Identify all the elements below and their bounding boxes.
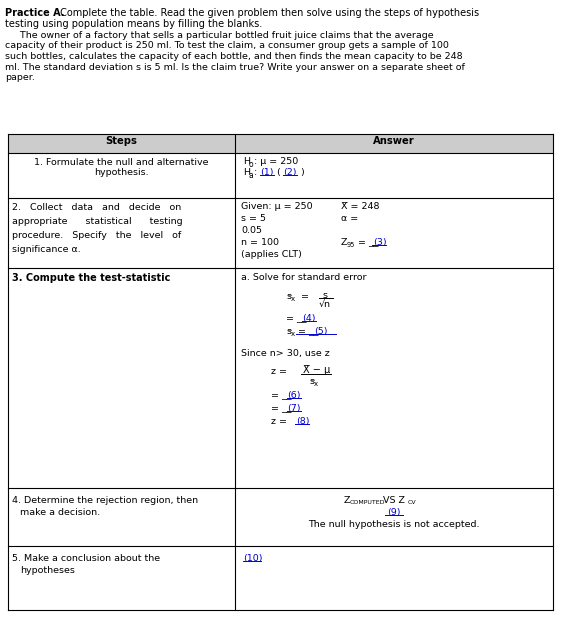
Text: = __: = __ xyxy=(286,314,306,323)
Text: n = 100: n = 100 xyxy=(241,238,279,247)
Text: such bottles, calculates the capacity of each bottle, and then finds the mean ca: such bottles, calculates the capacity of… xyxy=(5,52,463,61)
Text: (: ( xyxy=(276,168,280,177)
Text: a. Solve for standard error: a. Solve for standard error xyxy=(241,273,366,282)
Text: H: H xyxy=(243,157,250,166)
Text: a: a xyxy=(249,171,254,180)
Text: Since n> 30, use z: Since n> 30, use z xyxy=(241,349,330,358)
Text: o: o xyxy=(249,160,254,169)
Text: (7): (7) xyxy=(287,404,301,413)
Text: The null hypothesis is not accepted.: The null hypothesis is not accepted. xyxy=(308,520,480,529)
Text: capacity of their product is 250 ml. To test the claim, a consumer group gets a : capacity of their product is 250 ml. To … xyxy=(5,42,449,50)
Text: =: = xyxy=(298,292,309,301)
Text: (10): (10) xyxy=(243,554,263,563)
Text: (5): (5) xyxy=(314,327,328,336)
Text: = __: = __ xyxy=(355,238,379,247)
Text: 5. Make a conclusion about the: 5. Make a conclusion about the xyxy=(12,554,160,563)
Text: 1. Formulate the null and alternative: 1. Formulate the null and alternative xyxy=(34,158,209,167)
Bar xyxy=(8,134,235,153)
Text: ̅x: ̅x xyxy=(315,381,319,387)
Text: H: H xyxy=(243,168,250,177)
Text: 0.05: 0.05 xyxy=(241,226,262,235)
Text: s = 5: s = 5 xyxy=(241,214,266,223)
Text: Z: Z xyxy=(344,496,351,505)
Text: Steps: Steps xyxy=(105,136,137,146)
Text: α =: α = xyxy=(341,214,358,223)
Text: ml. The standard deviation s is 5 ml. Is the claim true? Write your answer on a : ml. The standard deviation s is 5 ml. Is… xyxy=(5,63,465,71)
Text: procedure.   Specify   the   level   of: procedure. Specify the level of xyxy=(12,231,181,240)
Text: s: s xyxy=(309,377,314,386)
Bar xyxy=(235,134,553,153)
Text: X̅ − μ: X̅ − μ xyxy=(303,365,330,375)
Text: ̅x: ̅x xyxy=(292,296,296,302)
Text: hypotheses: hypotheses xyxy=(20,566,75,575)
Text: s: s xyxy=(286,327,291,336)
Text: (9): (9) xyxy=(387,508,401,517)
Text: CV: CV xyxy=(408,500,417,505)
Text: s: s xyxy=(322,291,327,300)
Text: = __: = __ xyxy=(271,404,292,413)
Text: testing using population means by filling the blanks.: testing using population means by fillin… xyxy=(5,19,262,29)
Text: significance α.: significance α. xyxy=(12,245,81,254)
Text: = __: = __ xyxy=(271,391,292,400)
Text: hypothesis.: hypothesis. xyxy=(94,168,149,177)
Text: (4): (4) xyxy=(302,314,315,323)
Text: make a decision.: make a decision. xyxy=(20,508,100,517)
Text: z =: z = xyxy=(271,417,305,426)
Text: Practice A.: Practice A. xyxy=(5,8,65,18)
Text: (3): (3) xyxy=(373,238,387,247)
Text: = __: = __ xyxy=(298,327,319,336)
Text: 3. Compute the test-statistic: 3. Compute the test-statistic xyxy=(12,273,171,283)
Text: s: s xyxy=(286,292,291,301)
Text: The owner of a factory that sells a particular bottled fruit juice claims that t: The owner of a factory that sells a part… xyxy=(5,31,434,40)
Text: Complete the table. Read the given problem then solve using the steps of hypothe: Complete the table. Read the given probl… xyxy=(57,8,479,18)
Text: 2.   Collect   data   and   decide   on: 2. Collect data and decide on xyxy=(12,203,181,212)
Text: X̅ = 248: X̅ = 248 xyxy=(341,202,379,211)
Text: COMPUTED: COMPUTED xyxy=(350,500,385,505)
Text: Z: Z xyxy=(341,238,347,247)
Text: ): ) xyxy=(300,168,304,177)
Text: (8): (8) xyxy=(296,417,310,426)
Text: Answer: Answer xyxy=(373,136,415,146)
Text: z =: z = xyxy=(271,367,290,376)
Text: appropriate      statistical      testing: appropriate statistical testing xyxy=(12,217,183,226)
Text: paper.: paper. xyxy=(5,73,35,82)
Text: :: : xyxy=(254,168,257,177)
Text: (1): (1) xyxy=(260,168,274,177)
Text: 4. Determine the rejection region, then: 4. Determine the rejection region, then xyxy=(12,496,198,505)
Text: (6): (6) xyxy=(287,391,301,400)
Text: √n: √n xyxy=(319,300,331,309)
Text: Given: μ = 250: Given: μ = 250 xyxy=(241,202,312,211)
Text: 95: 95 xyxy=(347,242,355,248)
Text: (2): (2) xyxy=(283,168,297,177)
Text: VS Z: VS Z xyxy=(380,496,405,505)
Text: : μ = 250: : μ = 250 xyxy=(254,157,298,166)
Text: ̅x: ̅x xyxy=(292,331,296,337)
Text: (applies CLT): (applies CLT) xyxy=(241,250,302,259)
